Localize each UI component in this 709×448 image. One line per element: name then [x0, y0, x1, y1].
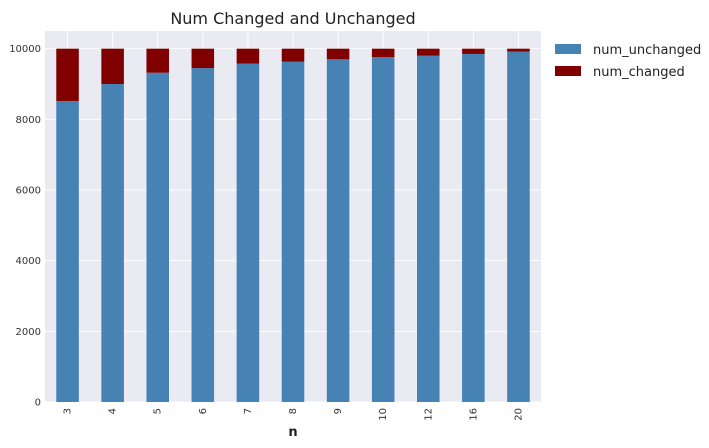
bar-num_unchanged-7	[236, 63, 260, 403]
x-tick-label: 7	[243, 408, 254, 414]
y-tick-labels: 0 2000 4000 6000 8000 10000	[9, 44, 41, 408]
x-tick-label: 5	[153, 408, 164, 414]
legend-swatch-num_changed	[555, 66, 581, 76]
bar-num_changed-5	[146, 48, 169, 73]
bar-num_unchanged-12	[417, 55, 440, 402]
bar-num_changed-10	[371, 48, 395, 58]
x-tick-label: 3	[63, 408, 74, 414]
bars	[56, 48, 530, 403]
bar-num_unchanged-3	[56, 100, 79, 403]
x-tick-label: 6	[198, 408, 209, 414]
chart-title: Num Changed and Unchanged	[170, 9, 415, 28]
bar-num_changed-16	[462, 48, 485, 54]
y-tick-label: 0	[35, 398, 41, 409]
bar-num_unchanged-10	[371, 57, 395, 402]
x-axis-label: n	[288, 425, 297, 440]
y-tick-label: 6000	[16, 186, 41, 197]
bar-num_unchanged-16	[462, 53, 485, 402]
bar-num_changed-3	[56, 48, 79, 101]
bar-num_changed-20	[507, 48, 530, 52]
y-tick-label: 2000	[16, 327, 41, 338]
bar-num_unchanged-9	[326, 59, 350, 403]
legend-label-num_changed: num_changed	[593, 65, 685, 80]
y-tick-label: 10000	[9, 44, 41, 55]
bar-num_unchanged-5	[146, 72, 169, 403]
bar-num_changed-12	[417, 48, 440, 56]
x-tick-label: 20	[513, 408, 524, 421]
x-tick-label: 4	[108, 408, 119, 414]
legend-label-num_unchanged: num_unchanged	[593, 43, 701, 58]
bar-num_unchanged-20	[507, 51, 530, 402]
legend-swatch-num_unchanged	[555, 44, 581, 54]
x-tick-label: 10	[378, 408, 389, 421]
x-tick-label: 12	[423, 408, 434, 421]
bar-num_changed-7	[236, 48, 260, 64]
bar-num_changed-8	[281, 48, 305, 62]
x-tick-label: 16	[468, 408, 479, 421]
y-tick-label: 8000	[16, 115, 41, 126]
x-tick-labels: 3 4 5 6 7 8 9 10 12 16 20	[63, 408, 525, 421]
bar-num_unchanged-4	[101, 84, 124, 402]
x-tick-label: 9	[333, 408, 344, 414]
bar-num_unchanged-8	[281, 61, 305, 403]
bar-num_changed-4	[101, 48, 124, 84]
bar-num_changed-6	[191, 48, 215, 69]
bar-num_unchanged-6	[191, 68, 215, 402]
x-tick-label: 8	[288, 408, 299, 414]
bar-num_changed-9	[326, 48, 350, 60]
y-tick-label: 4000	[16, 256, 41, 267]
legend: num_unchanged num_changed	[555, 43, 701, 80]
